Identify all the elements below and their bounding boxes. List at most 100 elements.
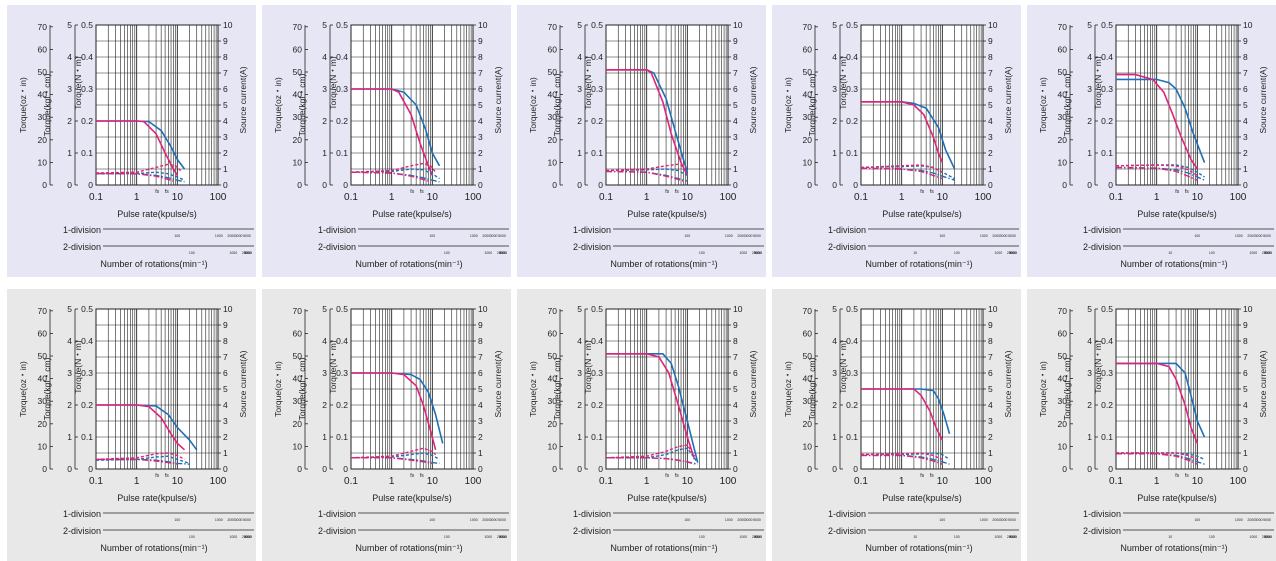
oz-tick-label: 30 bbox=[548, 112, 558, 122]
rot1-tick-label: 3000 bbox=[745, 234, 753, 238]
rot1-tick-label: 100 bbox=[174, 518, 180, 522]
rot1-tick-label: 1000 bbox=[725, 518, 733, 522]
current-tick-label: 5 bbox=[223, 100, 228, 110]
oz-tick-label: 40 bbox=[293, 90, 303, 100]
kgf-tick-label: 1 bbox=[1087, 148, 1092, 158]
oz-tick-label: 60 bbox=[293, 328, 303, 338]
oz-tick-label: 40 bbox=[38, 90, 48, 100]
nm-tick-label: 0.3 bbox=[81, 84, 93, 94]
rot1-tick-label: 100 bbox=[1194, 518, 1200, 522]
rot1-tick-label: 2000 bbox=[992, 518, 1000, 522]
rot2-tick-label: 100 bbox=[954, 535, 960, 539]
fs-marker: fs bbox=[665, 473, 669, 479]
current-tick-label: 7 bbox=[988, 68, 993, 78]
current-tick-label: 10 bbox=[733, 304, 743, 314]
nm-tick-label: 0 bbox=[343, 464, 348, 474]
kgf-tick-label: 0 bbox=[67, 464, 72, 474]
oz-tick-label: 60 bbox=[803, 44, 813, 54]
nm-tick-label: 0 bbox=[1108, 180, 1113, 190]
oz-tick-label: 40 bbox=[803, 90, 813, 100]
current-axis-title: Source current(A) bbox=[1258, 350, 1268, 417]
nm-axis-title: Torque(N・m) bbox=[1093, 340, 1103, 394]
rot1-tick-label: 3000 bbox=[490, 518, 498, 522]
series-line bbox=[1116, 73, 1198, 170]
x-tick-label: 1 bbox=[134, 192, 140, 203]
series-line bbox=[350, 171, 440, 183]
nm-tick-label: 0.1 bbox=[81, 148, 93, 158]
current-tick-label: 4 bbox=[1243, 116, 1248, 126]
fs-marker: fs bbox=[665, 189, 669, 195]
current-tick-label: 3 bbox=[988, 132, 993, 142]
nm-axis-title: Torque(N・m) bbox=[583, 340, 593, 394]
current-tick-label: 1 bbox=[1243, 164, 1248, 174]
chart-svg: 01020304050607001234500.10.20.30.40.5012… bbox=[18, 304, 254, 553]
nm-tick-label: 0.1 bbox=[846, 432, 858, 442]
series-line bbox=[95, 455, 190, 465]
series-line bbox=[350, 162, 437, 173]
current-tick-label: 1 bbox=[223, 448, 228, 458]
kgf-tick-label: 4 bbox=[322, 336, 327, 346]
nm-tick-label: 0 bbox=[88, 464, 93, 474]
kgf-axis-title: Torque(kgf・cm) bbox=[297, 357, 307, 420]
kgf-tick-label: 2 bbox=[67, 116, 72, 126]
nm-axis-title: Torque(N・m) bbox=[838, 340, 848, 394]
kgf-tick-label: 2 bbox=[832, 400, 837, 410]
rot1-tick-label: 2000 bbox=[992, 234, 1000, 238]
fs-marker: fs bbox=[155, 189, 159, 195]
current-tick-label: 2 bbox=[733, 432, 738, 442]
current-tick-label: 3 bbox=[733, 416, 738, 426]
kgf-tick-label: 0 bbox=[577, 180, 582, 190]
division-1-label: 1-division bbox=[63, 225, 101, 235]
oz-tick-label: 60 bbox=[293, 44, 303, 54]
x-tick-label: 100 bbox=[1230, 192, 1247, 203]
fs-marker: fs bbox=[1175, 189, 1179, 195]
oz-tick-label: 30 bbox=[548, 396, 558, 406]
rot1-tick-label: 3000 bbox=[1000, 234, 1008, 238]
current-tick-label: 0 bbox=[988, 180, 993, 190]
nm-tick-label: 0.2 bbox=[591, 400, 603, 410]
rot1-tick-label: 100 bbox=[429, 518, 435, 522]
division-2-label: 2-division bbox=[63, 526, 101, 536]
oz-axis-title: Torque(oz・in) bbox=[273, 361, 283, 417]
chart-panel: 0 10 20 30 40 50 60 70 0 1 2 3 4 5 0 0.1 0.2 0.3 0.4 0.5 0 1 2… bbox=[262, 5, 511, 277]
nm-tick-label: 0.5 bbox=[1101, 20, 1113, 30]
nm-tick-label: 0.5 bbox=[591, 304, 603, 314]
oz-axis-title: Torque(oz・in) bbox=[18, 361, 28, 417]
current-tick-label: 9 bbox=[988, 320, 993, 330]
rot2-tick-label: 3000 bbox=[754, 535, 762, 539]
rot1-tick-label: 5000 bbox=[498, 518, 506, 522]
fs-marker: fs bbox=[675, 189, 679, 195]
series-line bbox=[350, 171, 431, 183]
series-line bbox=[860, 167, 955, 181]
rot2-tick-label: 3000 bbox=[1009, 251, 1017, 255]
series-line bbox=[861, 454, 943, 465]
rot1-tick-label: 5000 bbox=[498, 234, 506, 238]
rot1-tick-label: 5000 bbox=[243, 518, 251, 522]
kgf-axis-title: Torque(kgf・cm) bbox=[552, 73, 562, 136]
rotation-axis-title: Number of rotations(min⁻¹) bbox=[100, 259, 207, 269]
oz-tick-label: 20 bbox=[1058, 419, 1068, 429]
nm-tick-label: 0.2 bbox=[1101, 400, 1113, 410]
oz-axis-title: Torque(oz・in) bbox=[528, 77, 538, 133]
current-tick-label: 6 bbox=[1243, 368, 1248, 378]
rot1-tick-label: 3000 bbox=[1255, 234, 1263, 238]
oz-tick-label: 40 bbox=[1058, 374, 1068, 384]
oz-tick-label: 70 bbox=[38, 22, 48, 32]
current-tick-label: 0 bbox=[988, 464, 993, 474]
kgf-tick-label: 5 bbox=[832, 304, 837, 314]
x-tick-label: 100 bbox=[210, 192, 227, 203]
kgf-tick-label: 3 bbox=[67, 368, 72, 378]
rot1-tick-label: 2000 bbox=[1247, 518, 1255, 522]
series-line bbox=[1116, 453, 1198, 465]
fs-marker: fs bbox=[1185, 189, 1189, 195]
current-tick-label: 5 bbox=[223, 384, 228, 394]
current-tick-label: 0 bbox=[1243, 180, 1248, 190]
current-axis-title: Source current(A) bbox=[238, 350, 248, 417]
oz-tick-label: 0 bbox=[297, 464, 302, 474]
current-tick-label: 1 bbox=[988, 448, 993, 458]
rotation-axis-title: Number of rotations(min⁻¹) bbox=[610, 259, 717, 269]
current-tick-label: 5 bbox=[733, 100, 738, 110]
x-tick-label: 0.1 bbox=[1109, 476, 1123, 487]
nm-tick-label: 0.4 bbox=[591, 52, 603, 62]
series-line bbox=[95, 172, 185, 183]
